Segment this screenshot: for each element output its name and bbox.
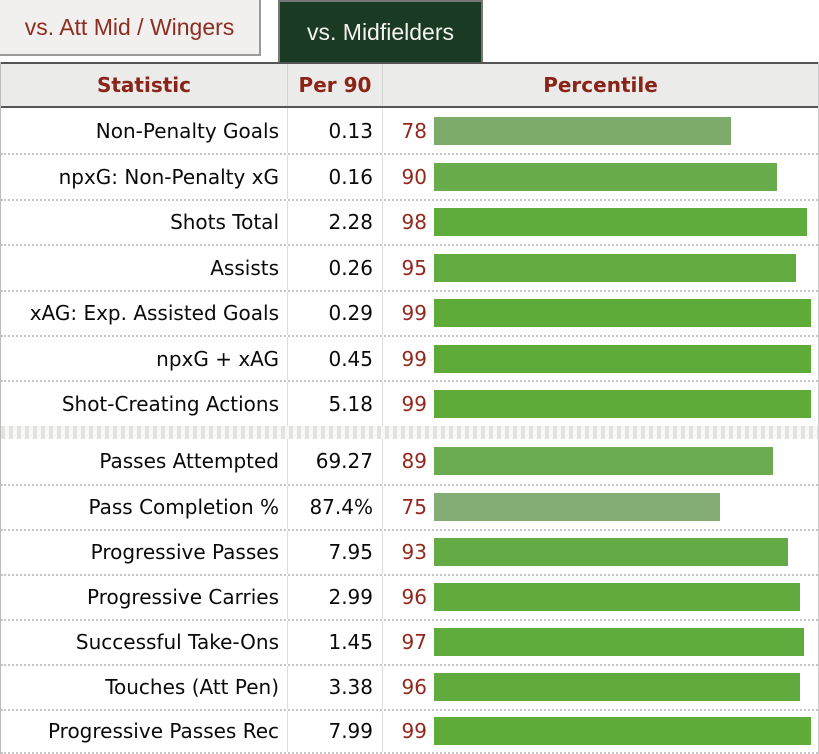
statistic-label: Assists (1, 246, 288, 290)
percentile-bar (434, 344, 812, 373)
table-row: Progressive Carries 2.99 96 (1, 573, 818, 619)
statistic-label: Pass Completion % (1, 485, 288, 529)
per90-value: 69.27 (288, 438, 383, 484)
table-row: Successful Take-Ons 1.45 97 (1, 618, 818, 664)
percentile-cell: 95 (383, 246, 818, 289)
percentile-value: 98 (401, 210, 427, 235)
percentile-value: 96 (401, 675, 427, 700)
table-row: Progressive Passes 7.95 93 (1, 528, 818, 574)
percentile-bar (434, 583, 800, 612)
statistic-label: Non-Penalty Goals (1, 108, 288, 154)
percentile-value: 99 (401, 719, 427, 744)
percentile-bar (434, 299, 812, 328)
stat-group: Passes Attempted 69.27 89 Pass Completio… (1, 438, 818, 754)
percentile-cell: 78 (383, 108, 818, 153)
percentile-value: 99 (401, 346, 427, 371)
percentile-value: 96 (401, 585, 427, 610)
group-separator (1, 425, 818, 439)
stats-table: Statistic Per 90 Percentile Non-Penalty … (0, 62, 819, 754)
statistic-label: Shots Total (1, 200, 288, 245)
table-row: Passes Attempted 69.27 89 (1, 438, 818, 484)
table-row: Shot-Creating Actions 5.18 99 (1, 380, 818, 426)
tab-vs-midfielders[interactable]: vs. Midfielders (278, 0, 483, 62)
stat-group: Non-Penalty Goals 0.13 78 npxG: Non-Pena… (1, 108, 818, 426)
per90-value: 0.13 (288, 108, 383, 154)
statistic-label: xAG: Exp. Assisted Goals (1, 291, 288, 335)
percentile-cell: 96 (383, 666, 818, 709)
statistic-label: Passes Attempted (1, 438, 288, 484)
per90-value: 87.4% (288, 485, 383, 529)
column-header-percentile: Percentile (543, 73, 658, 97)
percentile-value: 90 (401, 165, 427, 190)
percentile-value: 75 (401, 495, 427, 520)
percentile-bar (434, 163, 777, 192)
percentile-cell: 98 (383, 201, 818, 244)
table-row: Touches (Att Pen) 3.38 96 (1, 663, 818, 709)
percentile-bar (434, 538, 789, 567)
percentile-cell: 93 (383, 531, 818, 574)
percentile-bar (434, 493, 720, 522)
statistic-label: Progressive Passes Rec (1, 710, 288, 752)
table-row: Assists 0.26 95 (1, 244, 818, 290)
per90-value: 2.99 (288, 575, 383, 619)
per90-value: 2.28 (288, 200, 383, 245)
table-body: Non-Penalty Goals 0.13 78 npxG: Non-Pena… (1, 108, 818, 754)
statistic-label: npxG + xAG (1, 336, 288, 381)
percentile-cell: 97 (383, 621, 818, 664)
table-row: npxG + xAG 0.45 99 (1, 334, 818, 381)
per90-value: 0.45 (288, 336, 383, 381)
percentile-cell: 96 (383, 576, 818, 619)
percentile-bar (434, 673, 800, 702)
percentile-bar (434, 717, 812, 746)
percentile-value: 99 (401, 301, 427, 326)
column-header-per90: Per 90 (288, 64, 383, 106)
per90-value: 0.29 (288, 291, 383, 335)
percentile-value: 97 (401, 630, 427, 655)
percentile-cell: 99 (383, 711, 818, 752)
table-header-row: Statistic Per 90 Percentile (1, 62, 818, 108)
per90-value: 7.95 (288, 530, 383, 574)
per90-value: 0.26 (288, 246, 383, 290)
percentile-cell: 99 (383, 337, 818, 380)
statistic-label: Successful Take-Ons (1, 620, 288, 664)
table-row: Progressive Passes Rec 7.99 99 (1, 708, 818, 754)
table-row: Shots Total 2.28 98 (1, 198, 818, 245)
percentile-value: 93 (401, 540, 427, 565)
statistic-label: Shot-Creating Actions (1, 382, 288, 426)
per90-value: 0.16 (288, 155, 383, 199)
table-row: Non-Penalty Goals 0.13 78 (1, 108, 818, 154)
statistic-label: npxG: Non-Penalty xG (1, 155, 288, 199)
percentile-value: 78 (401, 118, 427, 143)
percentile-cell: 75 (383, 486, 818, 529)
statistic-label: Progressive Passes (1, 530, 288, 574)
percentile-bar (434, 116, 732, 145)
per90-value: 5.18 (288, 382, 383, 426)
percentile-cell: 89 (383, 439, 818, 484)
percentile-bar (434, 628, 804, 657)
percentile-bar (434, 447, 774, 476)
per90-value: 7.99 (288, 710, 383, 752)
percentile-value: 95 (401, 255, 427, 280)
table-row: Pass Completion % 87.4% 75 (1, 483, 818, 529)
table-row: xAG: Exp. Assisted Goals 0.29 99 (1, 289, 818, 335)
percentile-cell: 90 (383, 155, 818, 198)
tab-vs-att-mid-wingers[interactable]: vs. Att Mid / Wingers (0, 0, 261, 56)
percentile-value: 99 (401, 392, 427, 417)
per90-value: 1.45 (288, 620, 383, 664)
percentile-value: 89 (401, 449, 427, 474)
percentile-cell: 99 (383, 292, 818, 335)
percentile-bar (434, 208, 808, 237)
statistic-label: Touches (Att Pen) (1, 665, 288, 709)
tab-bar: vs. Att Mid / Wingers vs. Midfielders (0, 0, 819, 62)
per90-value: 3.38 (288, 665, 383, 709)
statistic-label: Progressive Carries (1, 575, 288, 619)
table-row: npxG: Non-Penalty xG 0.16 90 (1, 153, 818, 199)
column-header-statistic: Statistic (1, 64, 288, 106)
percentile-bar (434, 253, 796, 282)
percentile-bar (434, 390, 812, 419)
percentile-cell: 99 (383, 382, 818, 425)
